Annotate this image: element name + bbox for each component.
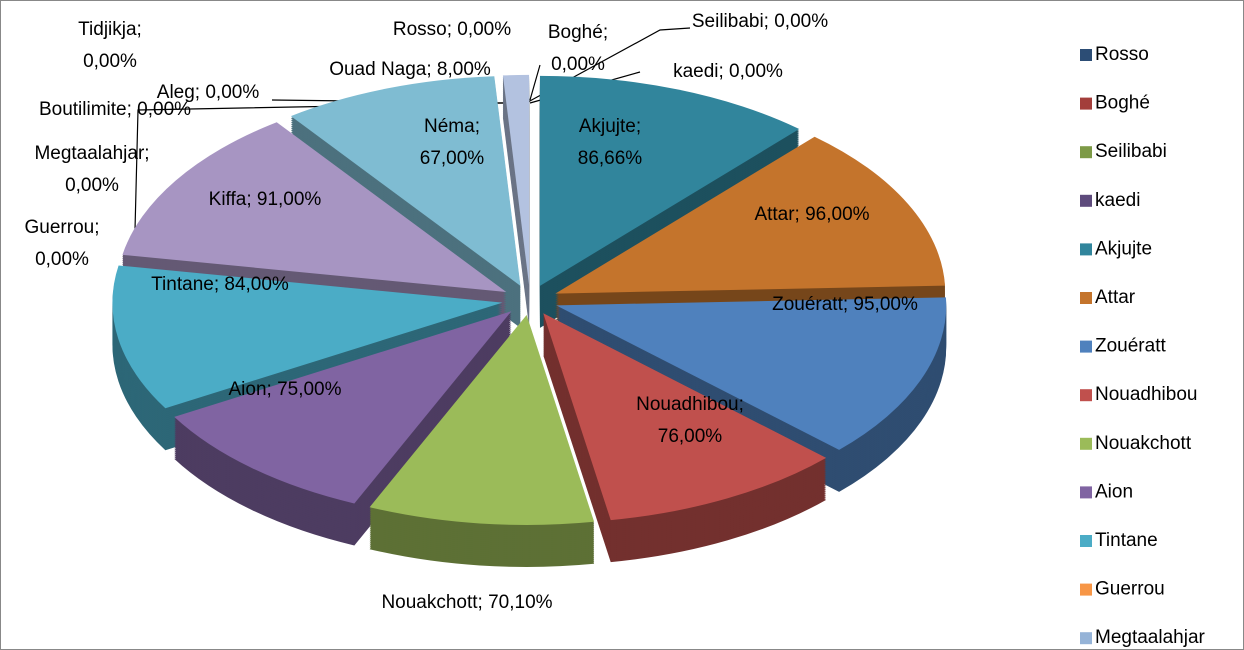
legend-swatch bbox=[1080, 49, 1092, 61]
data-label: Zouératt; 95,00% bbox=[772, 294, 918, 315]
data-label: Kiffa; 91,00% bbox=[209, 189, 322, 210]
legend-swatch bbox=[1080, 389, 1092, 402]
legend-label: Akjujte bbox=[1095, 238, 1152, 259]
data-label-line: Guerrou; bbox=[25, 217, 100, 238]
slice bbox=[556, 297, 947, 450]
slice bbox=[502, 74, 530, 285]
data-label: Guerrou; 0,00% bbox=[25, 217, 100, 270]
data-label-line: 0,00% bbox=[35, 249, 89, 270]
legend-swatch bbox=[1080, 486, 1092, 499]
data-label: Attar; 96,00% bbox=[754, 204, 869, 225]
data-label-line: 0,00% bbox=[65, 175, 119, 196]
data-label: Nouadhibou; 76,00% bbox=[636, 394, 744, 447]
data-label: Boutilimite; 0,00% bbox=[39, 99, 191, 120]
pie bbox=[112, 74, 947, 567]
legend-label: Attar bbox=[1095, 287, 1136, 308]
slice bbox=[112, 265, 503, 409]
slice bbox=[543, 313, 827, 521]
legend-swatch bbox=[1080, 194, 1092, 207]
legend-swatch bbox=[1080, 146, 1092, 159]
legend-label: Rosso bbox=[1095, 44, 1149, 65]
slice bbox=[122, 122, 507, 292]
slice bbox=[555, 136, 946, 294]
slice bbox=[290, 76, 521, 286]
data-label-line: 67,00% bbox=[420, 148, 485, 169]
slice bbox=[174, 311, 512, 504]
data-label: Akjujte; 86,66% bbox=[578, 116, 643, 169]
legend-swatch bbox=[1080, 292, 1092, 304]
data-label-line: 86,66% bbox=[578, 148, 643, 169]
slice bbox=[369, 314, 595, 525]
data-label-line: 0,00% bbox=[551, 54, 605, 75]
legend-swatch bbox=[1080, 243, 1092, 256]
data-label-line: 76,00% bbox=[658, 426, 723, 447]
data-label: kaedi; 0,00% bbox=[673, 61, 783, 82]
legend-label: Megtaalahjar bbox=[1095, 627, 1206, 648]
legend-label: Nouakchott bbox=[1095, 433, 1192, 454]
slice bbox=[539, 75, 800, 286]
data-label: Tintane; 84,00% bbox=[151, 274, 289, 295]
legend-label: Seilibabi bbox=[1095, 141, 1167, 162]
legend-label: Aion bbox=[1095, 481, 1133, 502]
legend-label: Tintane bbox=[1095, 530, 1158, 551]
data-label: Ouad Naga; 8,00% bbox=[329, 59, 491, 80]
data-label-line: 0,00% bbox=[83, 51, 137, 72]
legend-label: kaedi bbox=[1095, 190, 1140, 211]
data-label-line: Tidjikja; bbox=[78, 19, 142, 40]
legend-swatch bbox=[1080, 437, 1092, 450]
data-label-line: Akjujte; bbox=[579, 116, 641, 137]
data-label: Aion; 75,00% bbox=[228, 379, 341, 400]
data-label-line: Néma; bbox=[424, 116, 480, 137]
data-label: Seilibabi; 0,00% bbox=[692, 11, 828, 32]
legend-swatch bbox=[1080, 535, 1092, 547]
legend-swatch bbox=[1080, 632, 1092, 645]
legend-swatch bbox=[1080, 340, 1092, 353]
data-label: Tidjikja; 0,00% bbox=[78, 19, 142, 72]
legend-label: Guerrou bbox=[1095, 579, 1165, 600]
data-label-line: Boghé; bbox=[548, 22, 608, 43]
data-label-line: Megtaalahjar; bbox=[34, 143, 149, 164]
data-label: Aleg; 0,00% bbox=[157, 82, 260, 103]
legend-label: Boghé bbox=[1095, 93, 1150, 114]
data-label: Boghé; 0,00% bbox=[548, 22, 608, 75]
legend-label: Zouératt bbox=[1095, 336, 1166, 357]
legend-swatch bbox=[1080, 583, 1092, 596]
legend: Rosso Boghé Seilibabi kaedi Akjujte Attar Zoué… bbox=[1080, 44, 1206, 648]
legend-label: Nouadhibou bbox=[1095, 384, 1197, 405]
data-label: Néma; 67,00% bbox=[420, 116, 485, 169]
data-label: Megtaalahjar; 0,00% bbox=[34, 143, 149, 196]
legend-swatch bbox=[1080, 97, 1092, 110]
data-label-line: Nouadhibou; bbox=[636, 394, 744, 415]
data-label: Rosso; 0,00% bbox=[393, 19, 511, 40]
data-label: Nouakchott; 70,10% bbox=[381, 592, 552, 613]
